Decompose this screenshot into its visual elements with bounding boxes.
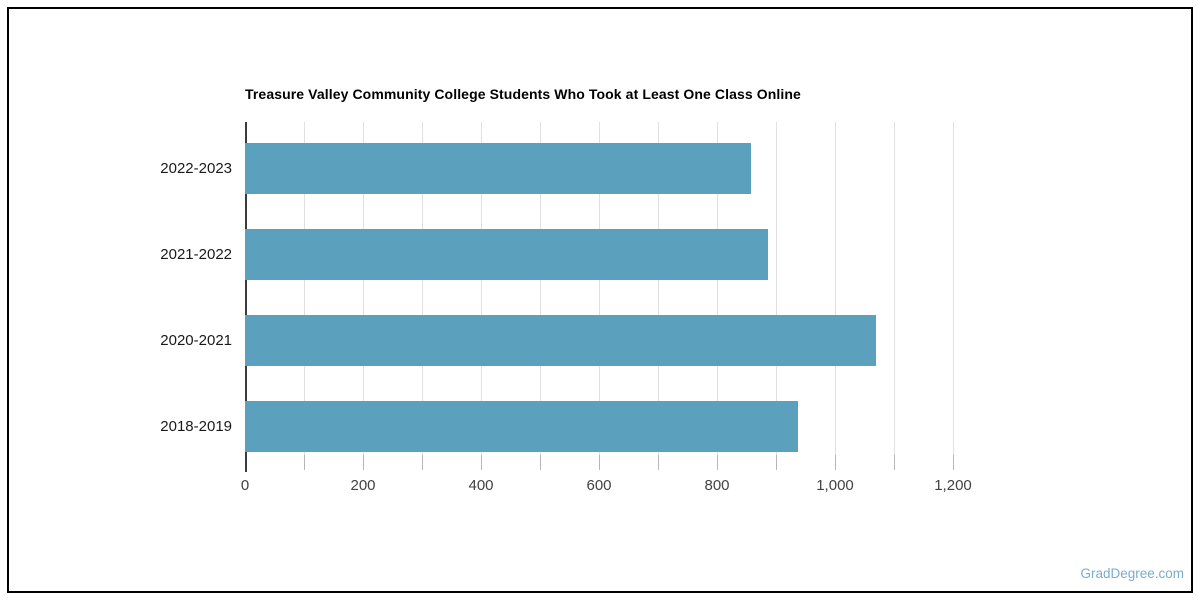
axis-tick <box>835 455 836 470</box>
x-axis-label: 600 <box>586 477 612 494</box>
axis-tick <box>363 455 364 470</box>
plot-area <box>245 122 954 472</box>
gridline <box>717 122 718 455</box>
bar-2021-2022 <box>245 229 769 280</box>
gridline <box>894 122 895 455</box>
axis-tick <box>658 455 659 470</box>
gridline <box>422 122 423 455</box>
gridline <box>953 122 954 455</box>
axis-tick <box>894 455 895 470</box>
x-axis-label: 1,200 <box>934 477 972 494</box>
watermark-link[interactable]: GradDegree.com <box>1080 566 1184 581</box>
axis-tick <box>540 455 541 470</box>
x-axis-label: 1,000 <box>816 477 854 494</box>
bar-2022-2023 <box>245 143 751 194</box>
y-axis-label: 2020-2021 <box>160 332 232 349</box>
gridline <box>304 122 305 455</box>
gridline <box>540 122 541 455</box>
x-axis-label: 200 <box>350 477 376 494</box>
bar-2020-2021 <box>245 315 876 366</box>
bar-2018-2019 <box>245 401 799 452</box>
gridline <box>658 122 659 455</box>
axis-tick <box>481 455 482 470</box>
axis-tick <box>953 455 954 470</box>
axis-tick <box>599 455 600 470</box>
x-axis-label: 400 <box>468 477 494 494</box>
y-axis-label: 2021-2022 <box>160 246 232 263</box>
gridline <box>481 122 482 455</box>
x-axis-label: 0 <box>240 477 250 494</box>
y-axis-label: 2018-2019 <box>160 418 232 435</box>
axis-tick <box>717 455 718 470</box>
gridline <box>599 122 600 455</box>
axis-tick <box>422 455 423 470</box>
y-axis-line <box>245 122 247 472</box>
gridline <box>776 122 777 455</box>
gridline <box>363 122 364 455</box>
chart-title: Treasure Valley Community College Studen… <box>245 86 801 102</box>
y-axis-label: 2022-2023 <box>160 160 232 177</box>
axis-tick <box>776 455 777 470</box>
axis-tick <box>304 455 305 470</box>
gridline <box>835 122 836 455</box>
x-axis-label: 800 <box>704 477 730 494</box>
